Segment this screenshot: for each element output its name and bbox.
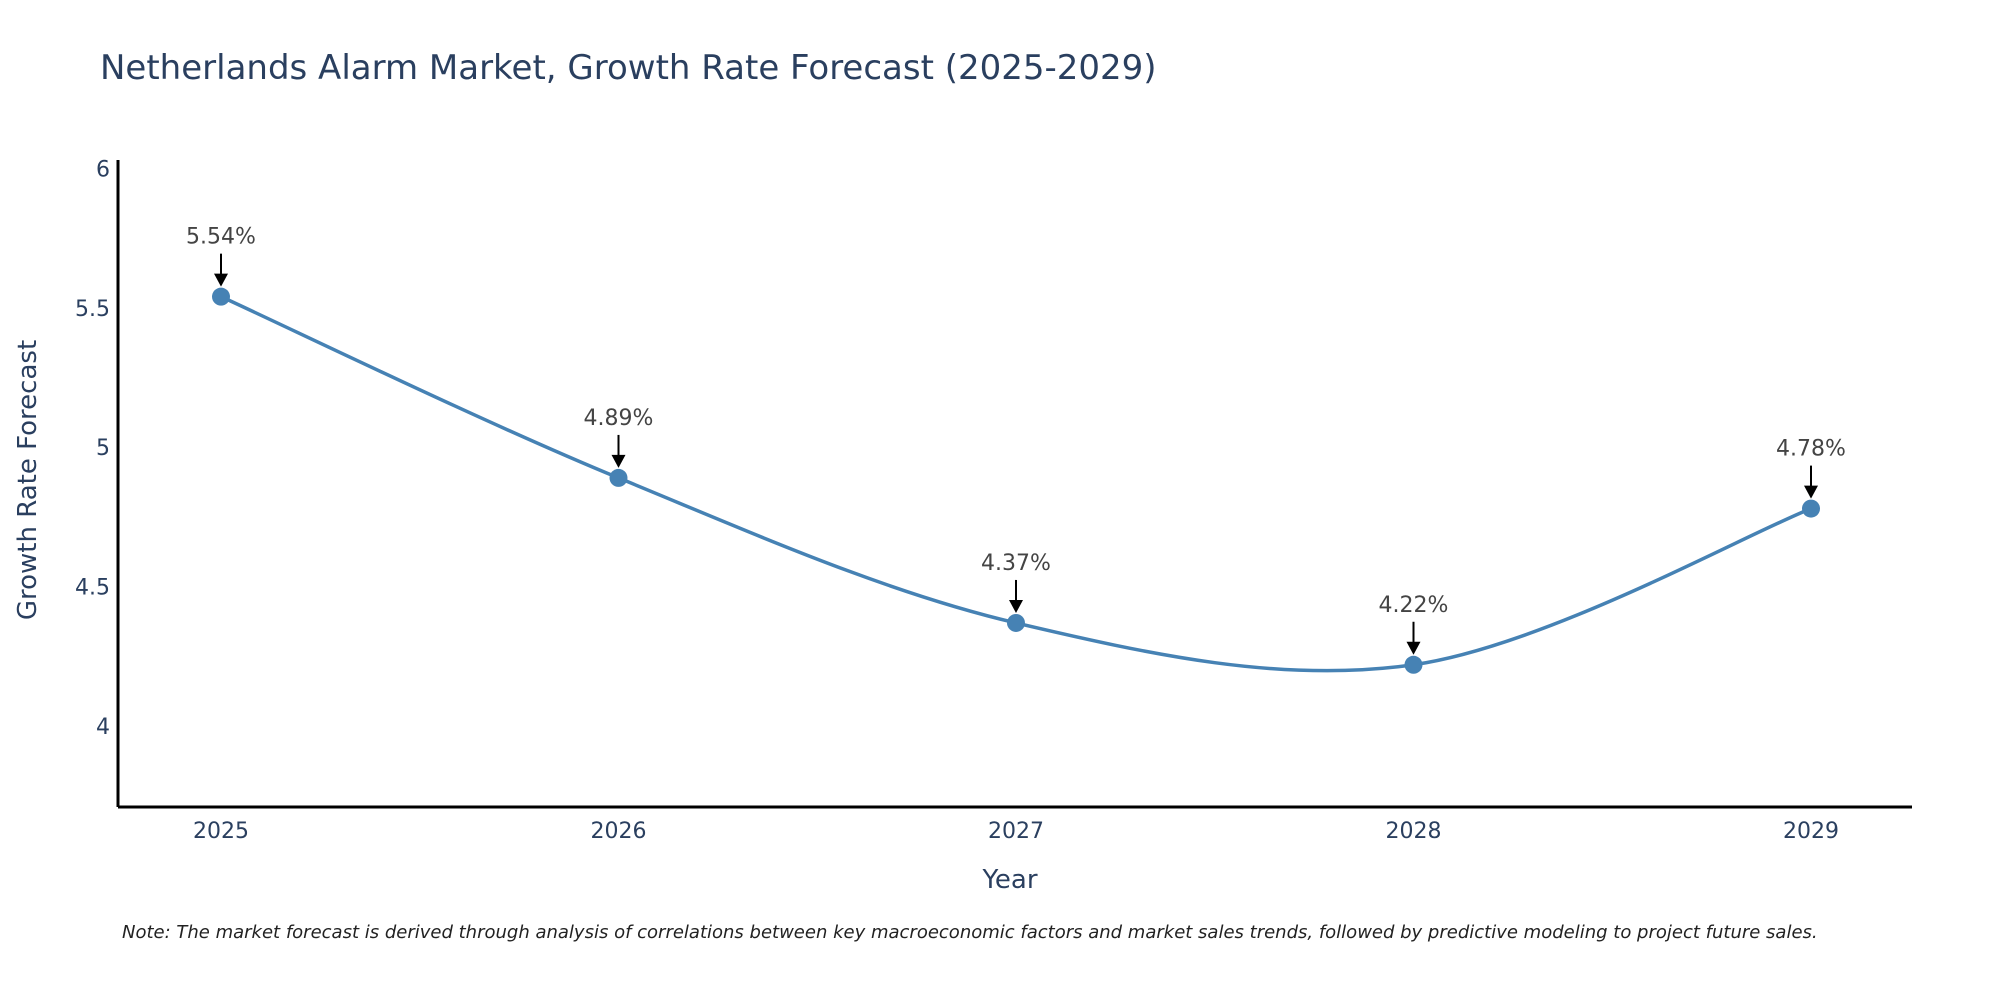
annotation-arrow-head bbox=[1009, 599, 1023, 613]
data-markers bbox=[212, 287, 1820, 674]
axes bbox=[116, 160, 1912, 809]
y-tick-label: 4.5 bbox=[75, 576, 110, 601]
chart-title: Netherlands Alarm Market, Growth Rate Fo… bbox=[100, 48, 1157, 88]
y-tick-label: 6 bbox=[96, 157, 110, 182]
annotation-arrow-head bbox=[1804, 485, 1818, 499]
data-label: 4.22% bbox=[1379, 593, 1449, 618]
data-label: 4.89% bbox=[584, 406, 654, 431]
x-axis-title: Year bbox=[981, 865, 1037, 895]
y-tick-label: 5 bbox=[96, 436, 110, 461]
annotation-arrow-head bbox=[214, 273, 228, 287]
x-tick-label: 2028 bbox=[1386, 819, 1442, 844]
y-axis-title: Growth Rate Forecast bbox=[13, 340, 43, 620]
annotation-arrow-head bbox=[611, 454, 626, 468]
data-annotations: 5.54% 4.89% 4.37% 4.22% 4.78% bbox=[186, 225, 1846, 655]
x-tick-label: 2026 bbox=[591, 819, 647, 844]
x-tick-label: 2027 bbox=[988, 819, 1044, 844]
data-point[interactable] bbox=[212, 287, 230, 306]
footnote: Note: The market forecast is derived thr… bbox=[122, 922, 1818, 943]
data-point[interactable] bbox=[1007, 613, 1025, 632]
data-label: 4.78% bbox=[1776, 437, 1846, 462]
annotation-arrow-head bbox=[1406, 641, 1421, 655]
x-axis-ticks: 2025 2026 2027 2028 2029 bbox=[193, 819, 1839, 844]
x-tick-label: 2025 bbox=[193, 819, 249, 844]
data-label: 4.37% bbox=[981, 551, 1051, 576]
x-tick-label: 2029 bbox=[1783, 819, 1839, 844]
data-point[interactable] bbox=[1404, 655, 1423, 674]
data-label: 5.54% bbox=[186, 225, 256, 250]
y-tick-label: 5.5 bbox=[75, 297, 110, 322]
data-point[interactable] bbox=[1802, 499, 1820, 518]
data-point[interactable] bbox=[609, 468, 628, 487]
y-tick-label: 4 bbox=[96, 715, 110, 740]
y-axis-ticks: 4 4.5 5 5.5 6 bbox=[75, 157, 110, 740]
